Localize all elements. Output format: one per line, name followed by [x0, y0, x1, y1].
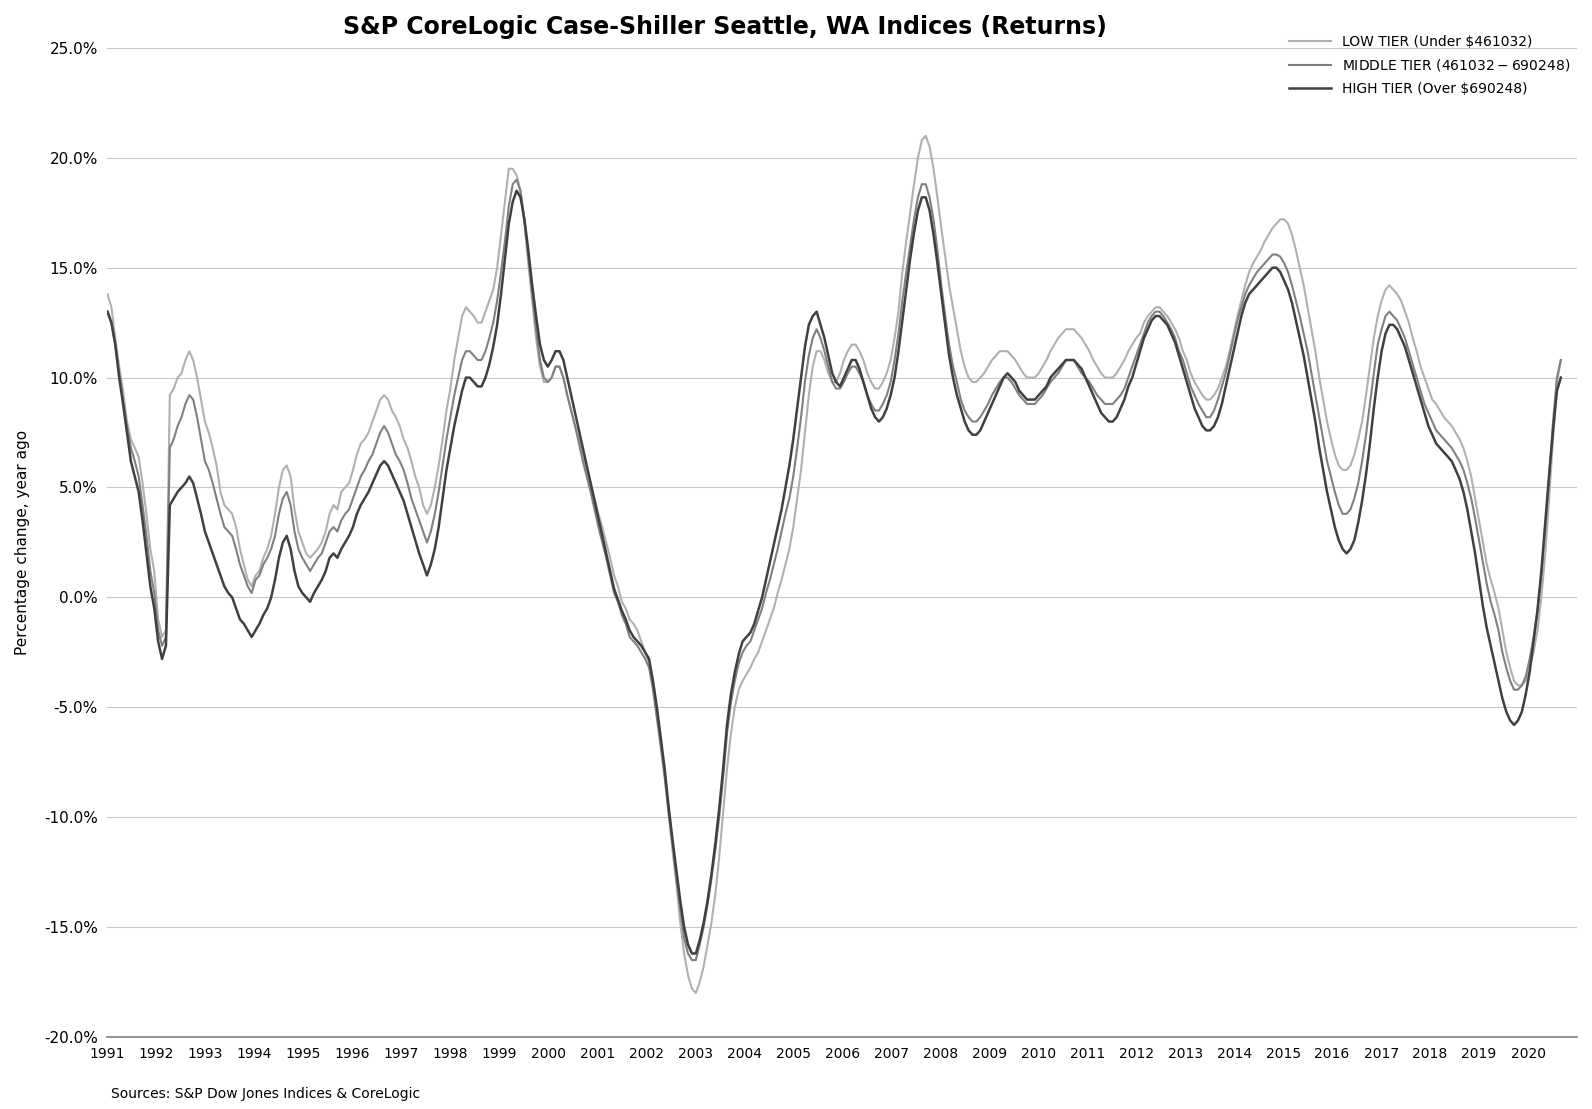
LOW TIER (Under $461032) [409, 481, 428, 495]
Y-axis label: Percentage change, year ago: Percentage change, year ago [14, 430, 30, 655]
Line: LOW TIER (Under $461032): LOW TIER (Under $461032) [108, 135, 1560, 993]
HIGH TIER (Over $690248) [1114, 393, 1134, 406]
HIGH TIER (Over $690248) [1551, 370, 1570, 384]
LOW TIER (Under $461032) [363, 415, 382, 428]
HIGH TIER (Over $690248) [683, 947, 702, 960]
MIDDLE TIER ($461032 - $690248) [1114, 381, 1134, 395]
HIGH TIER (Over $690248) [767, 520, 786, 533]
Title: S&P CoreLogic Case-Shiller Seattle, WA Indices (Returns): S&P CoreLogic Case-Shiller Seattle, WA I… [342, 16, 1106, 39]
MIDDLE TIER ($461032 - $690248) [363, 448, 382, 461]
LOW TIER (Under $461032) [99, 287, 118, 301]
HIGH TIER (Over $690248) [409, 547, 428, 560]
LOW TIER (Under $461032) [1539, 491, 1559, 505]
LOW TIER (Under $461032) [764, 602, 783, 615]
HIGH TIER (Over $690248) [382, 468, 401, 481]
MIDDLE TIER ($461032 - $690248) [409, 513, 428, 527]
LOW TIER (Under $461032) [1114, 354, 1134, 367]
Line: MIDDLE TIER ($461032 - $690248): MIDDLE TIER ($461032 - $690248) [108, 180, 1560, 960]
MIDDLE TIER ($461032 - $690248) [382, 437, 401, 450]
MIDDLE TIER ($461032 - $690248) [683, 954, 702, 967]
MIDDLE TIER ($461032 - $690248) [1539, 470, 1559, 484]
HIGH TIER (Over $690248) [508, 184, 527, 197]
LOW TIER (Under $461032) [915, 129, 935, 142]
MIDDLE TIER ($461032 - $690248) [767, 542, 786, 556]
LOW TIER (Under $461032) [382, 404, 401, 417]
Line: HIGH TIER (Over $690248): HIGH TIER (Over $690248) [108, 191, 1560, 954]
LOW TIER (Under $461032) [686, 986, 705, 999]
MIDDLE TIER ($461032 - $690248) [1551, 354, 1570, 367]
Text: Sources: S&P Dow Jones Indices & CoreLogic: Sources: S&P Dow Jones Indices & CoreLog… [111, 1087, 420, 1101]
MIDDLE TIER ($461032 - $690248) [99, 305, 118, 318]
Legend: LOW TIER (Under $461032), MIDDLE TIER ($461032 - $690248), HIGH TIER (Over $6902: LOW TIER (Under $461032), MIDDLE TIER ($… [1290, 35, 1570, 95]
LOW TIER (Under $461032) [1551, 354, 1570, 367]
HIGH TIER (Over $690248) [363, 477, 382, 490]
MIDDLE TIER ($461032 - $690248) [508, 173, 527, 186]
HIGH TIER (Over $690248) [1539, 468, 1559, 481]
HIGH TIER (Over $690248) [99, 305, 118, 318]
